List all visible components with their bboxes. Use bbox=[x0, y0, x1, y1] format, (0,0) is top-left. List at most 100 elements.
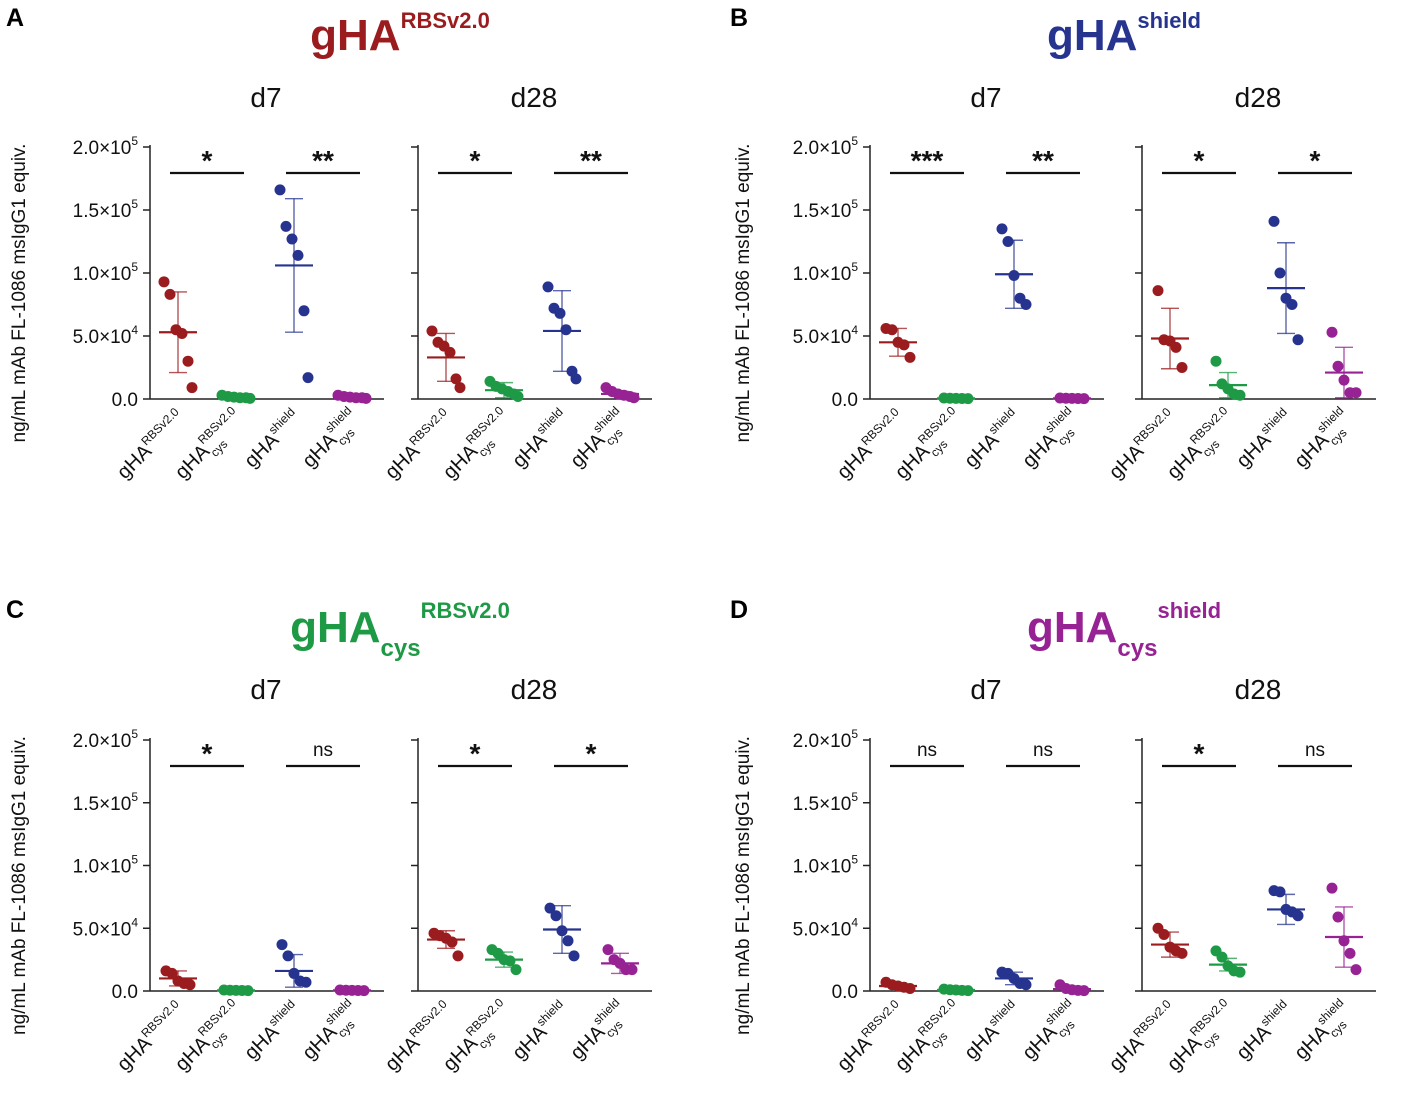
x-category-label: gHAcysshield bbox=[1015, 995, 1087, 1067]
significance-label: * bbox=[202, 738, 213, 769]
data-point bbox=[288, 967, 300, 979]
significance-label: ns bbox=[1305, 740, 1325, 761]
data-point bbox=[300, 976, 312, 988]
data-point bbox=[1268, 215, 1280, 227]
y-tick-label: 0.0 bbox=[112, 982, 138, 1003]
data-point bbox=[544, 902, 556, 914]
data-point bbox=[1176, 947, 1188, 959]
data-point bbox=[1344, 947, 1356, 959]
data-point bbox=[556, 925, 568, 937]
y-tick-label: 5.0×104 bbox=[793, 323, 859, 348]
significance-label: ns bbox=[917, 740, 937, 761]
y-tick-label: 1.5×105 bbox=[793, 197, 859, 222]
data-point bbox=[184, 979, 196, 991]
data-point bbox=[1326, 882, 1338, 894]
data-point bbox=[626, 964, 638, 976]
data-point bbox=[1002, 236, 1014, 247]
data-point bbox=[1274, 267, 1286, 279]
subplot-title-d28: d28 bbox=[1235, 674, 1282, 705]
data-point bbox=[1210, 355, 1222, 367]
x-category-label: gHAcysshield bbox=[563, 403, 635, 475]
significance-label: ** bbox=[580, 145, 602, 176]
data-point bbox=[1332, 360, 1344, 372]
y-tick-label: 0.0 bbox=[112, 390, 138, 411]
data-point bbox=[962, 985, 974, 997]
y-tick-label: 1.0×105 bbox=[793, 853, 859, 878]
data-point bbox=[452, 950, 464, 962]
data-point bbox=[1234, 966, 1246, 978]
panel-letter: A bbox=[6, 4, 24, 32]
data-point bbox=[158, 276, 170, 288]
data-point bbox=[450, 373, 462, 385]
data-point bbox=[1292, 334, 1304, 346]
data-point bbox=[274, 184, 286, 196]
data-point bbox=[512, 390, 524, 402]
significance-label: ** bbox=[312, 145, 334, 176]
data-point bbox=[1234, 389, 1246, 401]
data-point bbox=[1158, 929, 1170, 941]
significance-label: ** bbox=[1032, 145, 1054, 176]
data-point bbox=[1338, 935, 1350, 947]
y-tick-label: 5.0×104 bbox=[73, 323, 139, 348]
data-point bbox=[1176, 362, 1188, 373]
data-point bbox=[244, 392, 256, 404]
x-category-label: gHAcysshield bbox=[1015, 403, 1087, 475]
y-axis-label: ng/mL mAb FL-1086 msIgG1 equiv. bbox=[733, 736, 754, 1035]
data-point bbox=[542, 281, 554, 293]
data-point bbox=[898, 339, 910, 351]
data-point bbox=[176, 327, 188, 339]
x-category-label: gHAshield bbox=[238, 997, 305, 1064]
data-point bbox=[1332, 911, 1344, 923]
y-axis-label: ng/mL mAb FL-1086 msIgG1 equiv. bbox=[733, 144, 754, 443]
y-tick-label: 1.5×105 bbox=[73, 197, 139, 222]
data-point bbox=[360, 392, 372, 404]
data-point bbox=[962, 393, 974, 405]
panel-letter: C bbox=[6, 596, 24, 624]
y-tick-label: 2.0×105 bbox=[73, 727, 139, 752]
significance-label: * bbox=[1310, 145, 1321, 176]
data-point bbox=[1078, 393, 1090, 405]
subplot-title-d28: d28 bbox=[1235, 82, 1282, 113]
data-point bbox=[1286, 299, 1298, 310]
data-point bbox=[444, 346, 456, 358]
data-point bbox=[1020, 299, 1032, 310]
subplot-title-d28: d28 bbox=[511, 82, 558, 113]
y-tick-label: 5.0×104 bbox=[793, 915, 859, 940]
data-point bbox=[904, 351, 916, 363]
data-point bbox=[166, 967, 178, 979]
y-tick-label: 1.0×105 bbox=[793, 260, 859, 285]
data-point bbox=[182, 355, 194, 367]
x-category-label: gHAshield bbox=[958, 997, 1025, 1064]
y-tick-label: 0.0 bbox=[832, 390, 858, 411]
data-point bbox=[602, 944, 614, 956]
significance-label: ns bbox=[1033, 740, 1053, 761]
data-point bbox=[1170, 341, 1182, 353]
significance-label: * bbox=[470, 145, 481, 176]
data-point bbox=[1326, 326, 1338, 338]
data-point bbox=[454, 382, 466, 394]
significance-label: * bbox=[1194, 145, 1205, 176]
y-axis-label: ng/mL mAb FL-1086 msIgG1 equiv. bbox=[9, 736, 30, 1035]
data-point bbox=[550, 910, 562, 922]
data-point bbox=[446, 936, 458, 948]
x-category-label: gHAshield bbox=[238, 405, 305, 472]
data-point bbox=[560, 324, 572, 336]
y-tick-label: 5.0×104 bbox=[73, 915, 139, 940]
data-point bbox=[426, 325, 438, 337]
significance-label: ns bbox=[313, 740, 333, 761]
x-category-label: gHAshield bbox=[506, 997, 573, 1064]
significance-label: * bbox=[1194, 738, 1205, 769]
panel-title: gHAshield bbox=[1047, 8, 1201, 60]
x-category-label: gHAshield bbox=[958, 405, 1025, 472]
data-point bbox=[302, 372, 314, 384]
data-point bbox=[1216, 951, 1228, 963]
y-tick-label: 1.5×105 bbox=[73, 790, 139, 815]
data-point bbox=[996, 223, 1008, 235]
x-category-label: gHAshield bbox=[506, 405, 573, 472]
data-point bbox=[292, 249, 304, 261]
data-point bbox=[1008, 270, 1020, 282]
x-category-label: gHAcysshield bbox=[1287, 995, 1359, 1067]
y-tick-label: 1.0×105 bbox=[73, 853, 139, 878]
subplot-title-d7: d7 bbox=[250, 82, 281, 113]
data-point bbox=[186, 382, 198, 394]
